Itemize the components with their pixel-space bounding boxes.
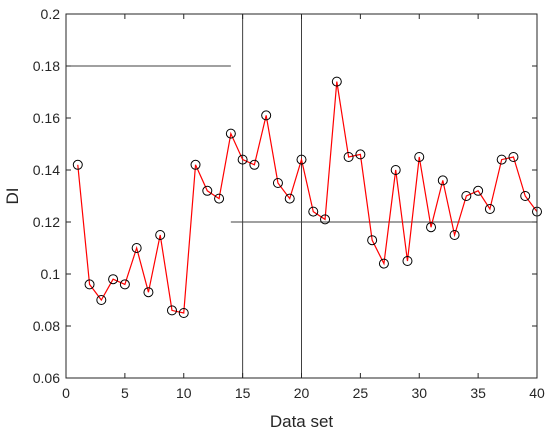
data-point-28 [390, 165, 401, 175]
data-point-8 [155, 230, 166, 240]
data-point-15 [237, 154, 248, 165]
y-axis-label: DI [3, 188, 22, 205]
data-point-11 [190, 159, 201, 170]
x-tick-label-5: 25 [353, 385, 369, 401]
data-point-39 [520, 191, 531, 201]
data-point-7 [143, 287, 154, 298]
data-point-14 [225, 128, 236, 139]
data-point-2 [84, 279, 95, 290]
data-point-27 [378, 258, 389, 269]
x-tick-label-3: 15 [235, 385, 251, 401]
y-tick-label-1: 0.08 [33, 318, 60, 334]
y-tick-label-7: 0.2 [41, 6, 61, 22]
data-point-16 [249, 159, 260, 170]
data-point-22 [320, 214, 331, 225]
data-point-23 [331, 76, 342, 87]
y-tick-label-0: 0.06 [33, 370, 60, 386]
x-tick-label-0: 0 [62, 385, 70, 401]
data-point-4 [108, 274, 119, 285]
data-point-26 [367, 235, 378, 246]
data-point-37 [496, 154, 507, 165]
y-tick-label-4: 0.14 [33, 162, 60, 178]
x-tick-label-6: 30 [411, 385, 427, 401]
y-tick-label-5: 0.16 [33, 110, 60, 126]
data-point-10 [178, 308, 189, 318]
data-point-29 [402, 256, 413, 266]
data-point-6 [131, 243, 142, 253]
data-point-12 [202, 185, 213, 196]
data-markers [72, 76, 542, 318]
data-point-21 [308, 206, 319, 217]
y-axis-ticks: 0.06 0.08 0.1 0.12 0.14 0.16 0.18 0.2 [33, 6, 537, 386]
data-point-18 [272, 178, 283, 188]
data-point-19 [284, 193, 295, 204]
data-point-17 [261, 110, 272, 121]
data-point-20 [296, 154, 307, 165]
y-tick-label-3: 0.12 [33, 214, 60, 230]
reference-lines [66, 14, 537, 378]
series-line-0 [77, 81, 538, 314]
x-axis-ticks: 0 5 10 15 20 25 30 35 40 [62, 14, 545, 401]
x-tick-label-4: 20 [294, 385, 310, 401]
x-tick-label-1: 5 [121, 385, 129, 401]
data-point-33 [449, 230, 460, 240]
data-point-30 [414, 152, 425, 162]
y-tick-label-2: 0.1 [41, 266, 61, 282]
y-tick-label-6: 0.18 [33, 58, 60, 74]
data-point-3 [96, 295, 107, 305]
data-point-34 [461, 191, 472, 201]
x-tick-label-7: 35 [470, 385, 486, 401]
data-point-13 [214, 193, 225, 204]
x-tick-label-8: 40 [529, 385, 545, 401]
data-point-1 [72, 159, 83, 170]
data-point-5 [119, 279, 130, 290]
x-tick-label-2: 10 [176, 385, 192, 401]
series-lines [77, 81, 538, 314]
data-point-31 [426, 222, 437, 233]
data-point-36 [484, 204, 495, 214]
data-point-32 [437, 175, 448, 186]
data-point-35 [473, 185, 484, 196]
data-point-9 [166, 305, 177, 316]
data-point-24 [343, 152, 354, 162]
x-axis-label: Data set [270, 412, 334, 431]
data-point-38 [508, 152, 519, 162]
data-point-25 [355, 149, 366, 160]
